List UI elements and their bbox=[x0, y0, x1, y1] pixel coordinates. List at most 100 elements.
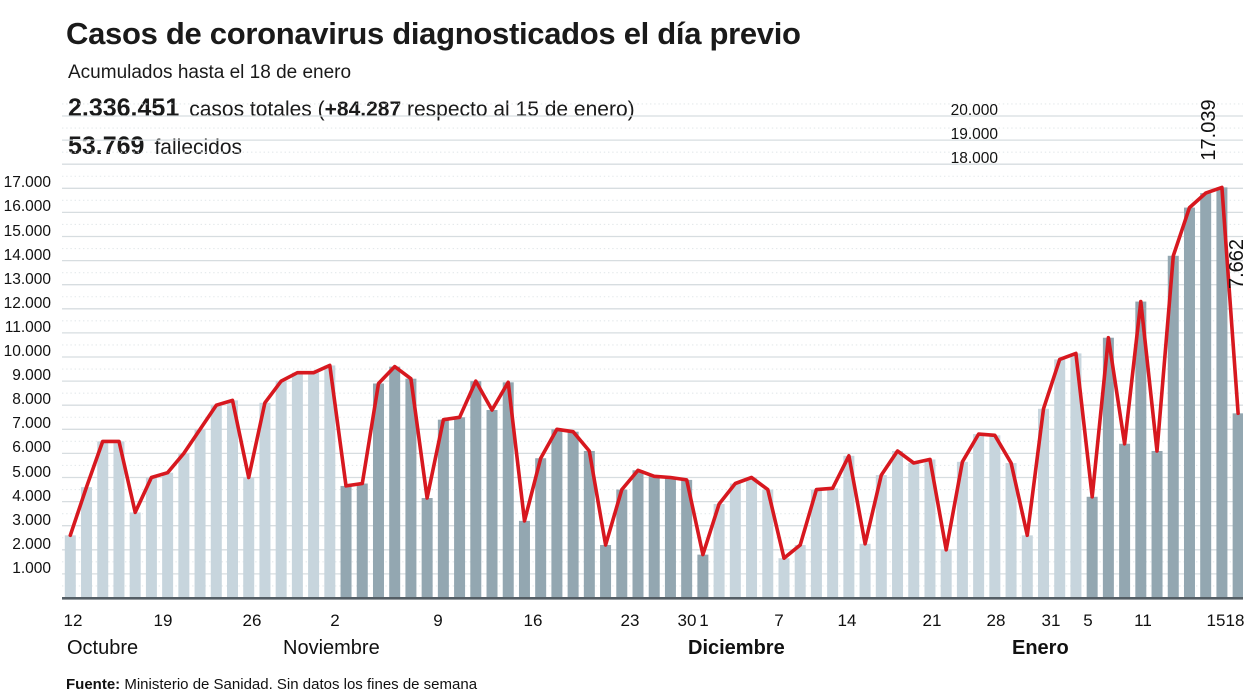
cases-trend-line bbox=[68, 185, 1240, 561]
x-tick-2: 2 bbox=[330, 611, 340, 630]
bar-diciembre-50 bbox=[875, 475, 887, 598]
bar-diciembre-58 bbox=[1005, 463, 1017, 598]
y-axis-label-13.000: 13.000 bbox=[3, 270, 51, 288]
y-axis-label-right-19.000: 19.000 bbox=[950, 126, 998, 144]
y-axis-label-right-18.000: 18.000 bbox=[950, 150, 998, 168]
x-tick-18: 18 bbox=[1225, 611, 1245, 630]
bar-noviembre-24 bbox=[454, 417, 466, 598]
bar-enero-66 bbox=[1135, 301, 1147, 598]
y-axis-label-16.000: 16.000 bbox=[3, 198, 51, 216]
bar-noviembre-35 bbox=[632, 470, 644, 598]
bar-diciembre-47 bbox=[827, 488, 839, 598]
y-axis-label-9.000: 9.000 bbox=[12, 367, 51, 385]
bar-noviembre-17 bbox=[340, 485, 352, 598]
bar-noviembre-34 bbox=[616, 489, 628, 598]
x-tick-23: 23 bbox=[620, 611, 640, 630]
bar-diciembre-46 bbox=[810, 489, 822, 598]
y-axis-label-5.000: 5.000 bbox=[12, 463, 51, 481]
bar-octubre-11 bbox=[243, 477, 255, 598]
bar-noviembre-36 bbox=[648, 476, 660, 598]
bar-noviembre-32 bbox=[583, 450, 595, 598]
y-axis-label-3.000: 3.000 bbox=[12, 511, 51, 529]
source-note: Fuente: Ministerio de Sanidad. Sin datos… bbox=[66, 676, 477, 693]
bar-octubre-7 bbox=[178, 453, 190, 598]
bar-diciembre-40 bbox=[713, 504, 725, 598]
bar-enero-64 bbox=[1102, 337, 1114, 598]
stat-paren-open: ( bbox=[317, 98, 325, 121]
bar-diciembre-48 bbox=[843, 455, 855, 598]
x-tick-19: 19 bbox=[153, 611, 173, 630]
bar-enero-63 bbox=[1086, 496, 1098, 598]
bar-octubre-4 bbox=[129, 512, 141, 598]
bar-noviembre-25 bbox=[470, 381, 482, 598]
bar-noviembre-19 bbox=[372, 383, 384, 598]
bar-octubre-5 bbox=[145, 477, 157, 598]
bar-enero-70 bbox=[1200, 193, 1212, 598]
page-subtitle: Acumulados hasta el 18 de enero bbox=[68, 62, 352, 83]
bar-octubre-0 bbox=[64, 535, 76, 598]
x-tick-11: 11 bbox=[1134, 611, 1152, 630]
annotation-7.662: 7.662 bbox=[1226, 238, 1248, 290]
x-tick-28: 28 bbox=[986, 611, 1006, 630]
y-axis-label-17.000: 17.000 bbox=[3, 174, 51, 192]
bar-diciembre-61 bbox=[1054, 359, 1066, 598]
bar-noviembre-33 bbox=[600, 544, 612, 598]
bar-enero-72 bbox=[1232, 413, 1243, 598]
y-axis-label-12.000: 12.000 bbox=[3, 294, 51, 312]
annotation-17.039: 17.039 bbox=[1198, 99, 1220, 161]
y-axis-label-2.000: 2.000 bbox=[12, 535, 51, 553]
page-title: Casos de coronavirus diagnosticados el d… bbox=[66, 16, 801, 51]
month-label-noviembre: Noviembre bbox=[283, 637, 380, 659]
month-label-diciembre: Diciembre bbox=[688, 637, 785, 659]
source-label: Fuente: bbox=[66, 676, 121, 693]
y-axis-label-7.000: 7.000 bbox=[12, 415, 51, 433]
y-axis-label-15.000: 15.000 bbox=[3, 222, 51, 240]
bar-enero-68 bbox=[1167, 255, 1179, 598]
stat-total-value: 2.336.451 bbox=[68, 94, 180, 122]
bar-noviembre-18 bbox=[356, 483, 368, 598]
month-label-octubre: Octubre bbox=[67, 637, 139, 659]
bar-diciembre-59 bbox=[1021, 535, 1033, 598]
bar-octubre-12 bbox=[259, 402, 271, 598]
bar-octubre-1 bbox=[81, 487, 93, 598]
source-text: Ministerio de Sanidad. Sin datos los fin… bbox=[120, 676, 478, 693]
bar-octubre-15 bbox=[308, 372, 320, 598]
bar-octubre-3 bbox=[113, 441, 125, 598]
bar-noviembre-38 bbox=[681, 479, 693, 598]
y-axis-label-8.000: 8.000 bbox=[12, 391, 51, 409]
bar-noviembre-23 bbox=[437, 419, 449, 598]
x-tick-14: 14 bbox=[837, 611, 857, 630]
y-axis-label-1.000: 1.000 bbox=[12, 559, 51, 577]
x-tick-21: 21 bbox=[922, 611, 942, 630]
bar-noviembre-26 bbox=[486, 410, 498, 598]
bar-noviembre-39 bbox=[697, 554, 709, 598]
x-tick-7: 7 bbox=[774, 611, 784, 630]
x-tick-31: 31 bbox=[1041, 611, 1061, 630]
bar-octubre-6 bbox=[162, 472, 174, 598]
bar-octubre-14 bbox=[291, 372, 303, 598]
bar-enero-71 bbox=[1216, 187, 1228, 598]
bar-diciembre-42 bbox=[746, 477, 758, 598]
y-axis-label-right-20.000: 20.000 bbox=[950, 102, 998, 119]
x-tick-30: 30 bbox=[677, 611, 697, 630]
x-axis-line bbox=[62, 597, 1243, 600]
bar-diciembre-62 bbox=[1070, 353, 1082, 598]
bar-octubre-13 bbox=[275, 381, 287, 598]
bar-diciembre-49 bbox=[859, 543, 871, 598]
stat-deaths: 53.769 fallecidos bbox=[68, 132, 242, 161]
bar-diciembre-57 bbox=[989, 435, 1001, 598]
stat-paren-rest: respecto al 15 de enero) bbox=[401, 98, 635, 121]
bar-noviembre-30 bbox=[551, 429, 563, 598]
bar-diciembre-56 bbox=[973, 434, 985, 598]
bar-octubre-16 bbox=[324, 365, 336, 598]
bar-diciembre-51 bbox=[892, 450, 904, 598]
y-axis-label-11.000: 11.000 bbox=[4, 318, 51, 336]
stat-deaths-label: fallecidos bbox=[154, 136, 243, 159]
x-tick-16: 16 bbox=[523, 611, 543, 630]
bar-diciembre-53 bbox=[924, 459, 936, 598]
bar-enero-69 bbox=[1183, 207, 1195, 598]
x-tick-9: 9 bbox=[433, 611, 443, 630]
bar-diciembre-41 bbox=[729, 483, 741, 598]
bar-noviembre-28 bbox=[518, 520, 530, 598]
